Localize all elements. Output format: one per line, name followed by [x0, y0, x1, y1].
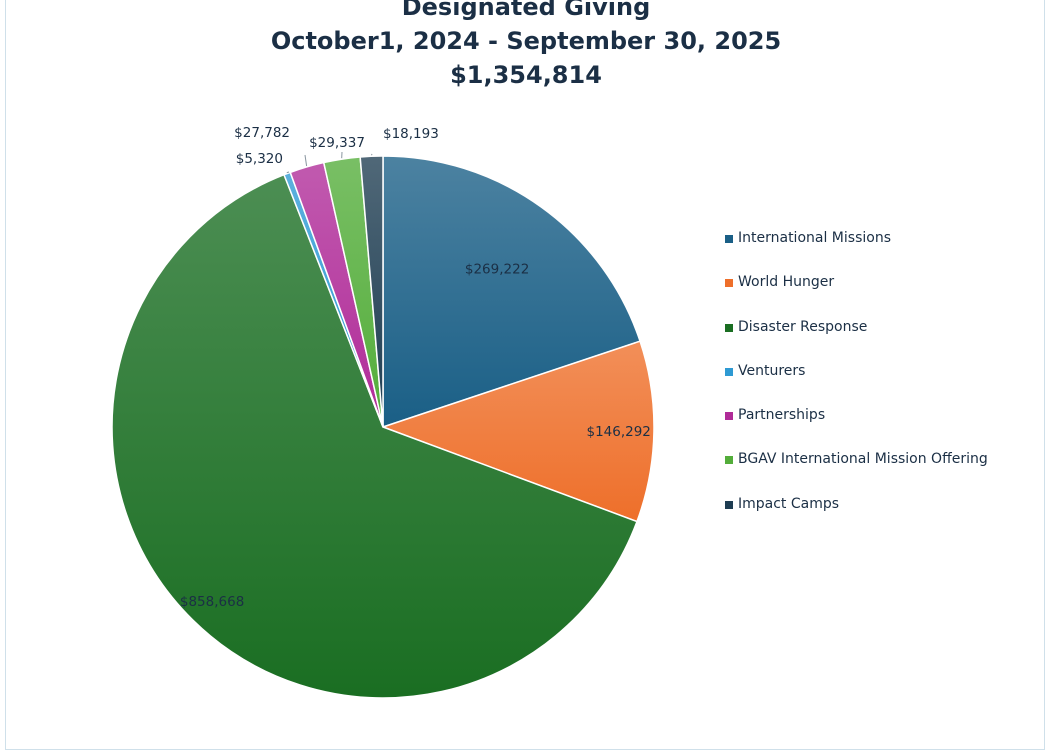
legend-swatch — [725, 235, 733, 243]
legend-item-impact-camps: Impact Camps — [725, 496, 988, 540]
legend-swatch — [725, 412, 733, 420]
legend-label: World Hunger — [738, 274, 834, 290]
legend-item-bgav-international-mission-offering: BGAV International Mission Offering — [725, 451, 988, 495]
legend-item-venturers: Venturers — [725, 363, 988, 407]
data-label-world-hunger: $146,292 — [586, 424, 650, 440]
legend-swatch — [725, 501, 733, 509]
legend-swatch — [725, 368, 733, 376]
data-label-impact-camps: $18,193 — [383, 126, 439, 142]
leader-line-partnerships — [305, 155, 307, 166]
pie-slices — [112, 156, 654, 698]
legend-label: Disaster Response — [738, 319, 867, 335]
data-label-venturers: $5,320 — [236, 151, 283, 167]
legend-label: Partnerships — [738, 407, 825, 423]
legend-swatch — [725, 324, 733, 332]
data-label-partnerships: $27,782 — [234, 125, 290, 141]
data-label-bgav-international-mission-offering: $29,337 — [309, 135, 365, 151]
legend-label: Venturers — [738, 363, 805, 379]
leader-line-impact-camps — [372, 154, 373, 155]
leader-line-venturers — [287, 172, 289, 173]
legend-swatch — [725, 279, 733, 287]
data-label-disaster-response: $858,668 — [180, 594, 244, 610]
legend: International Missions World Hunger Disast… — [725, 230, 988, 540]
legend-swatch — [725, 456, 733, 464]
legend-item-world-hunger: World Hunger — [725, 274, 988, 318]
legend-item-partnerships: Partnerships — [725, 407, 988, 451]
legend-label: Impact Camps — [738, 496, 839, 512]
legend-item-international-missions: International Missions — [725, 230, 988, 274]
legend-label: International Missions — [738, 230, 891, 246]
legend-item-disaster-response: Disaster Response — [725, 319, 988, 363]
data-label-international-missions: $269,222 — [465, 262, 529, 278]
legend-label: BGAV International Mission Offering — [738, 451, 988, 467]
